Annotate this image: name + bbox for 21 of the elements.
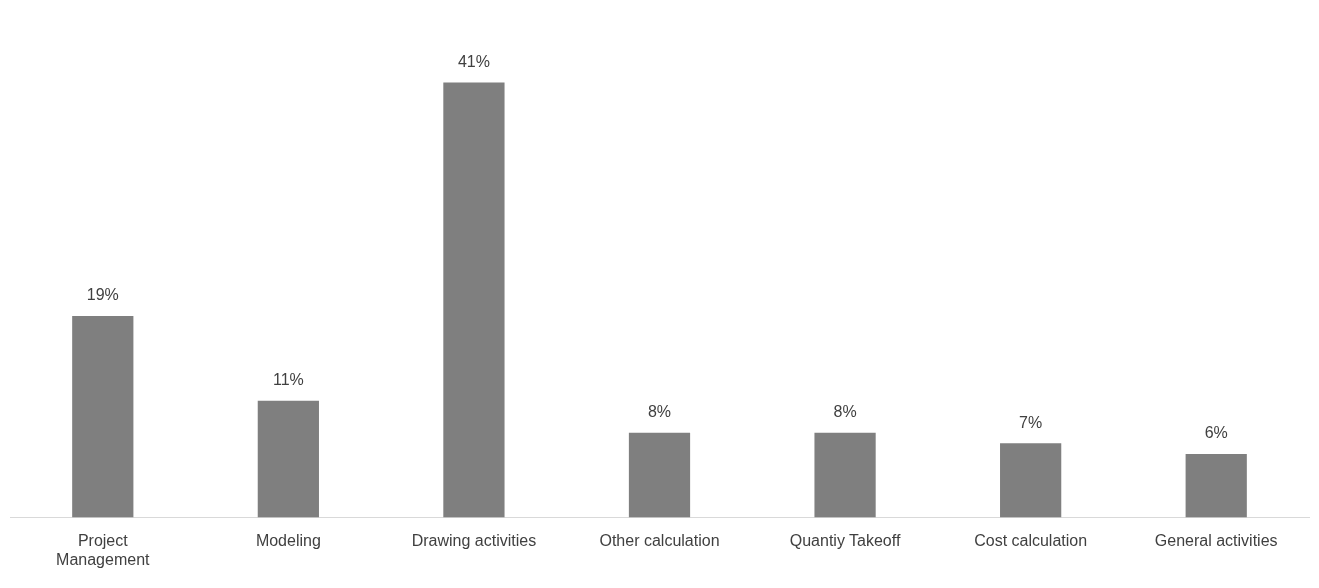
x-tick-label: Modeling [255, 531, 321, 549]
x-tick-label: General activities [1154, 531, 1278, 549]
x-tick-label: Project Management [56, 531, 151, 568]
x-tick-label: Quantiy Takeoff [789, 531, 901, 549]
bar [1185, 453, 1247, 518]
x-tick-label: Other calculation [599, 531, 720, 549]
data-label: 41% [457, 52, 490, 70]
data-label: 6% [1204, 424, 1228, 442]
x-tick-label: Cost calculation [974, 531, 1088, 549]
data-label: 8% [833, 403, 857, 421]
bar [814, 432, 876, 518]
bar [628, 432, 691, 518]
bar [257, 400, 319, 518]
data-label: 11% [272, 371, 304, 389]
data-label: 7% [1019, 413, 1043, 431]
data-label: 8% [647, 403, 672, 421]
data-label: 19% [86, 286, 119, 304]
bar [443, 82, 505, 518]
bar [72, 315, 134, 518]
bar [1000, 443, 1062, 518]
x-tick-label: Drawing activities [411, 531, 537, 549]
